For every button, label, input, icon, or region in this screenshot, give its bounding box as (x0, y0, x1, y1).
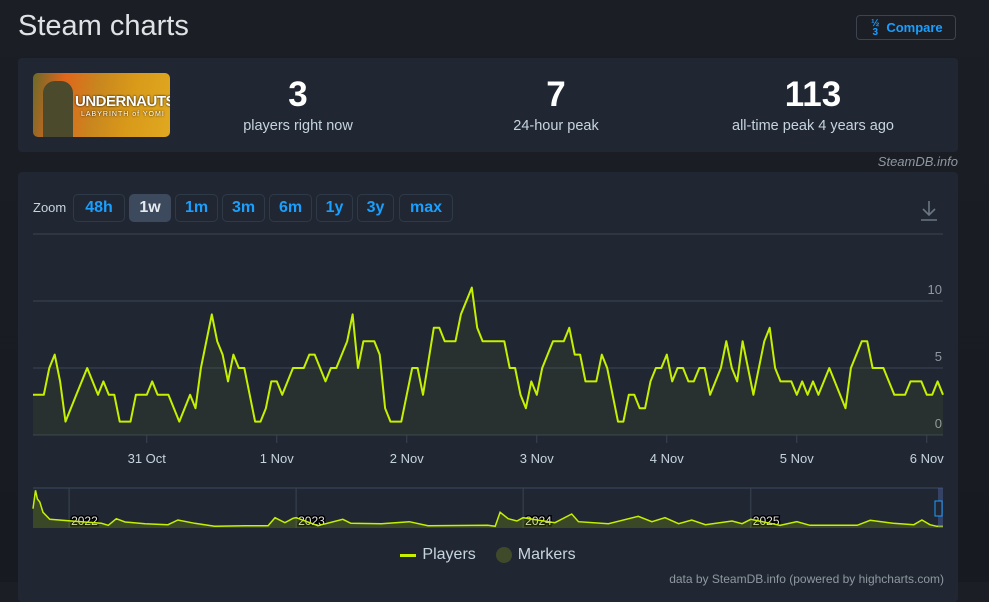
x-tick-label: 4 Nov (650, 451, 684, 466)
x-tick-label: 5 Nov (780, 451, 814, 466)
chart-credits[interactable]: data by SteamDB.info (powered by highcha… (669, 572, 944, 586)
legend-label: Markers (518, 546, 576, 564)
x-tick-label: 6 Nov (910, 451, 944, 466)
x-tick-label: 2 Nov (390, 451, 424, 466)
navigator-handle[interactable] (935, 501, 942, 516)
navigator-area (33, 490, 943, 528)
navigator[interactable] (33, 488, 943, 528)
players-area (33, 288, 943, 435)
legend-item-markers[interactable]: Markers (496, 546, 576, 564)
legend-label: Players (422, 546, 475, 564)
players-line-swatch (400, 554, 416, 557)
legend-item-players[interactable]: Players (400, 546, 475, 564)
x-tick-label: 31 Oct (128, 451, 167, 466)
chart-legend: Players Markers (0, 546, 976, 564)
markers-dot-swatch (496, 547, 512, 563)
y-tick-label: 10 (928, 282, 942, 297)
x-tick-label: 3 Nov (520, 451, 554, 466)
navigator-line (33, 490, 943, 526)
x-tick-label: 1 Nov (260, 451, 294, 466)
y-tick-label: 5 (935, 349, 942, 364)
